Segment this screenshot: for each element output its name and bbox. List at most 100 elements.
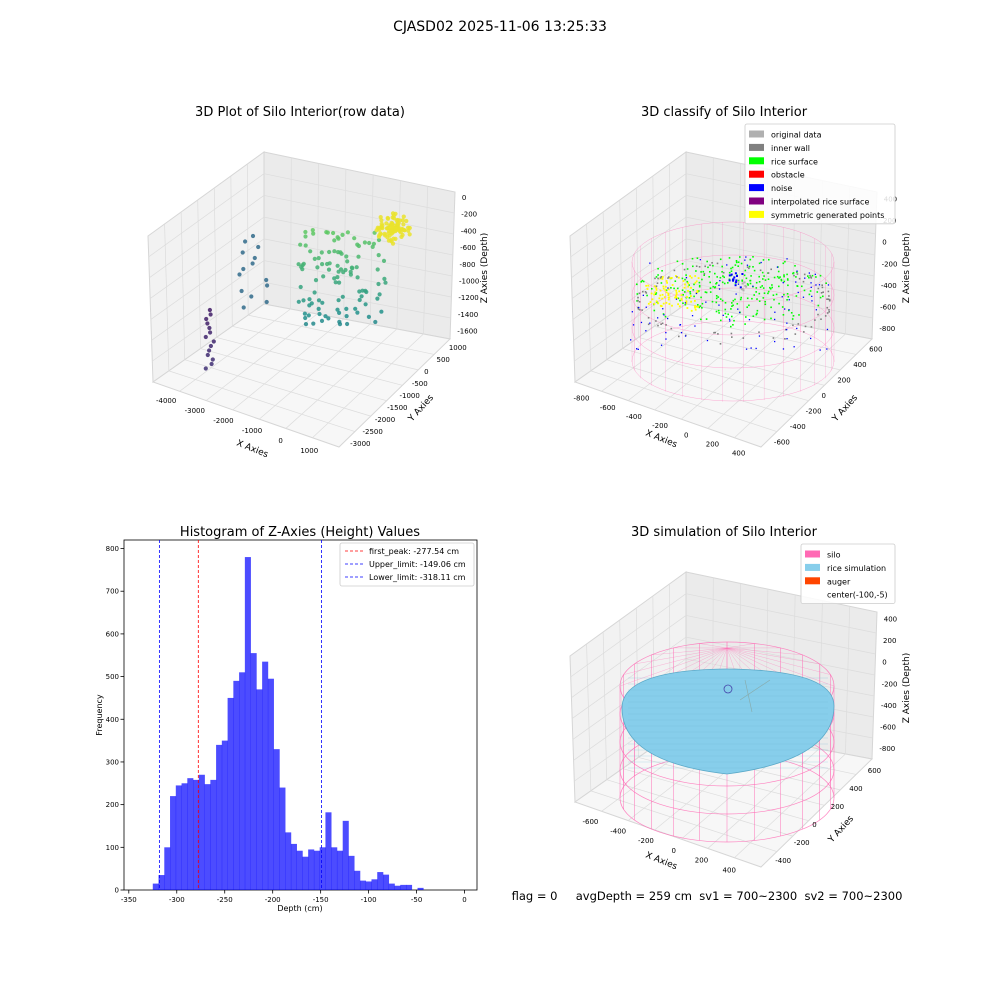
symmetric-point [665, 301, 668, 304]
rice-surface-point [727, 282, 729, 284]
data-point [337, 310, 342, 315]
rice-surface-point [715, 295, 718, 297]
histogram-bar [187, 778, 194, 890]
noise-point [662, 308, 664, 310]
rice-surface-point [764, 279, 767, 281]
inner-wall-point [731, 336, 733, 338]
chart-title: Histogram of Z-Axies (Height) Values [180, 525, 420, 540]
x-tick-label: -200 [638, 837, 654, 845]
data-point [303, 229, 308, 235]
data-point [355, 275, 360, 280]
rice-surface-point [730, 270, 733, 272]
rice-surface-point [809, 290, 812, 292]
rice-surface-point [778, 302, 780, 305]
rice-surface-point [695, 270, 697, 272]
y-tick-label: 500 [106, 673, 119, 681]
noise-point [649, 322, 651, 324]
rice-surface-point [716, 276, 718, 278]
x-tick-labels: -4000 -3000 -2000 -1000 0 1000 [156, 397, 318, 455]
data-point [207, 325, 212, 331]
x-tick-label: -400 [610, 827, 626, 835]
inner-wall-point [695, 265, 698, 267]
symmetric-point [687, 290, 689, 292]
histogram-bar [152, 883, 159, 890]
noise-point [795, 281, 797, 283]
classify-3d-plot: 3D classify of Silo Interior -800-600-40… [569, 105, 912, 458]
rice-surface-point [790, 312, 793, 314]
data-point [401, 222, 406, 227]
data-point [384, 221, 389, 226]
data-point [390, 215, 395, 220]
gridline [601, 308, 713, 392]
data-point [205, 321, 210, 326]
inner-wall-point [758, 331, 760, 333]
z-tick-label: 0 [462, 194, 466, 202]
rice-surface-point [655, 293, 657, 295]
gridline [180, 211, 186, 360]
rice-surface-point [815, 276, 817, 278]
y-tick-label: -1500 [387, 404, 407, 412]
rice-surface-point [770, 306, 772, 309]
histogram-bar [216, 744, 223, 890]
rice-surface-point [688, 297, 691, 299]
data-point [320, 300, 325, 305]
rice-surface-point [673, 287, 675, 290]
rice-surface-point [747, 284, 749, 286]
noise-point [744, 259, 746, 261]
data-point [240, 250, 245, 255]
rice-surface-point [657, 267, 659, 270]
noise-point [667, 287, 669, 289]
figure-title: CJASD02 2025-11-06 13:25:33 [393, 19, 607, 35]
data-point [325, 261, 330, 267]
histogram-bar [170, 796, 177, 890]
rice-surface-point [764, 300, 766, 303]
rice-surface-point [682, 294, 684, 296]
rice-surface-point [755, 281, 758, 284]
noise-point [706, 339, 709, 342]
symmetric-point [650, 292, 653, 295]
symmetric-point [671, 304, 673, 307]
rice-surface-point [709, 287, 712, 289]
pane-floor [151, 303, 452, 448]
rice-surface-point [721, 299, 724, 302]
rice-surface-point [762, 287, 765, 289]
data-point [337, 280, 342, 285]
inner-wall-point [637, 296, 639, 299]
inner-wall-point [714, 331, 716, 334]
noise-point [640, 321, 643, 324]
rice-surface-point [779, 276, 781, 278]
symmetric-point [659, 294, 662, 297]
histogram-bar [256, 689, 263, 890]
inner-wall-point [637, 306, 639, 309]
rice-surface-point [817, 304, 820, 307]
rice-surface-point [655, 276, 658, 278]
symmetric-point [697, 277, 700, 279]
rice-surface-point [822, 295, 824, 298]
gridline [606, 779, 793, 837]
y-tick-label: -2500 [363, 428, 383, 436]
symmetric-point [662, 285, 665, 288]
inner-wall-point [698, 266, 701, 268]
data-point [310, 228, 315, 233]
noise-point [802, 296, 805, 298]
x-tick-label: -100 [361, 896, 377, 904]
data-point [381, 258, 387, 263]
symmetric-point [667, 294, 670, 297]
legend-label: rice surface [771, 157, 818, 166]
histogram-bar [336, 850, 344, 890]
data-point [264, 277, 269, 283]
inner-wall-point [804, 325, 807, 328]
inner-wall-point [770, 268, 772, 271]
rice-surface-point [723, 276, 725, 279]
symmetric-point [662, 287, 665, 290]
data-point [362, 240, 367, 245]
inner-wall-point [657, 277, 659, 280]
rice-surface-point [811, 274, 814, 277]
inner-wall-point [828, 295, 830, 297]
noise-point [694, 325, 696, 327]
gridline [263, 195, 454, 235]
inner-wall-point [703, 272, 706, 275]
noise-point [774, 311, 776, 313]
data-point [407, 232, 412, 237]
noise-point [793, 346, 795, 348]
